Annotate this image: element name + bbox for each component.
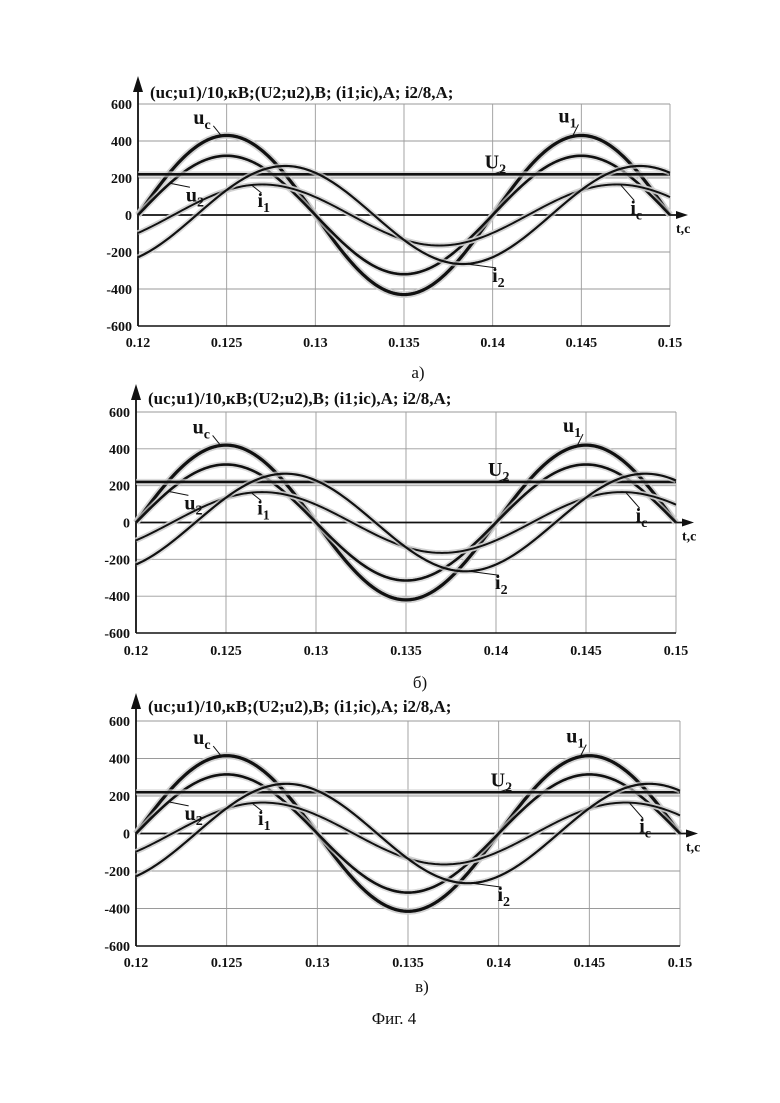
x-axis-label: t,c (682, 530, 696, 545)
series-label-u1: u1 (558, 105, 576, 131)
x-tick-label: 0.13 (305, 956, 330, 971)
y-tick-label: 600 (109, 406, 130, 421)
series-label-u1: u1 (566, 726, 584, 752)
y-tick-label: 200 (109, 480, 130, 495)
chart-header: (uc;u1)/10,кВ;(U2;u2),В; (i1;ic),А; i2/8… (150, 83, 453, 102)
y-tick-label: 0 (123, 828, 130, 843)
y-tick-label: -600 (106, 320, 132, 335)
x-tick-label: 0.135 (392, 956, 424, 971)
figure-caption: Фиг. 4 (372, 1009, 417, 1028)
x-tick-label: 0.13 (303, 336, 328, 351)
x-tick-label: 0.12 (124, 644, 149, 659)
panel-label: б) (413, 673, 427, 692)
y-tick-label: 0 (123, 517, 130, 532)
x-axis-label: t,c (686, 841, 700, 856)
series-label-ic: ic (639, 816, 651, 842)
zero-axis-arrow (686, 830, 698, 838)
y-tick-label: 600 (111, 98, 132, 113)
x-axis-label: t,c (676, 222, 690, 237)
x-tick-label: 0.14 (484, 644, 509, 659)
chart-panel-3: 0.12 0.125 0.13 0.135 0.14 0.145 0.15 600 400 200… (104, 693, 700, 996)
y-tick-label: 0 (125, 209, 132, 224)
y-tick-label: -200 (106, 246, 132, 261)
x-tick-label: 0.13 (304, 644, 329, 659)
zero-axis-arrow (676, 211, 688, 219)
y-tick-label: 400 (109, 753, 130, 768)
y-tick-label: -400 (104, 590, 130, 605)
x-tick-label: 0.15 (668, 956, 693, 971)
zero-axis-arrow (682, 519, 694, 527)
y-tick-label: 400 (111, 135, 132, 150)
series-label-i2: i2 (492, 265, 505, 291)
chart-panel-1: 0.12 0.125 0.13 0.135 0.14 0.145 0.15 600 400 200… (106, 76, 690, 382)
x-tick-label: 0.145 (566, 336, 598, 351)
y-tick-label: 400 (109, 443, 130, 458)
panel-label: в) (415, 977, 429, 996)
chart-header: (uc;u1)/10,кВ;(U2;u2),В; (i1;ic),А; i2/8… (148, 697, 451, 716)
series-label-i2: i2 (497, 884, 510, 910)
y-tick-label: -600 (104, 940, 130, 955)
panel-label: а) (411, 363, 424, 382)
y-axis-arrow (131, 384, 141, 400)
y-tick-label: -400 (106, 283, 132, 298)
x-tick-label: 0.12 (126, 336, 151, 351)
series-label-uc: uc (193, 107, 210, 133)
x-tick-label: 0.145 (574, 956, 606, 971)
series-label-i1: i1 (257, 190, 270, 216)
x-tick-label: 0.135 (388, 336, 420, 351)
series-label-i1: i1 (257, 498, 270, 524)
y-axis-arrow (131, 693, 141, 709)
y-tick-label: 200 (109, 790, 130, 805)
y-tick-label: -600 (104, 627, 130, 642)
x-tick-label: 0.145 (570, 644, 602, 659)
x-tick-label: 0.125 (211, 336, 243, 351)
y-tick-label: -200 (104, 865, 130, 880)
series-label-i2: i2 (495, 572, 508, 598)
x-tick-label: 0.14 (486, 956, 511, 971)
chart-panel-2: 0.12 0.125 0.13 0.135 0.14 0.145 0.15 600 400 200… (104, 384, 696, 692)
y-tick-label: 600 (109, 715, 130, 730)
x-tick-label: 0.125 (210, 644, 242, 659)
x-tick-label: 0.15 (658, 336, 683, 351)
series-label-u1: u1 (563, 415, 581, 441)
y-tick-label: -200 (104, 553, 130, 568)
y-tick-label: 200 (111, 172, 132, 187)
y-tick-label: -400 (104, 903, 130, 918)
y-axis-arrow (133, 76, 143, 92)
series-label-i1: i1 (258, 808, 271, 834)
series-label-uc: uc (193, 416, 210, 442)
x-tick-label: 0.15 (664, 644, 689, 659)
x-tick-label: 0.14 (480, 336, 505, 351)
series-label-uc: uc (193, 727, 210, 753)
x-tick-label: 0.135 (390, 644, 422, 659)
series-label-ic: ic (636, 505, 648, 531)
series-label-ic: ic (630, 198, 642, 224)
x-tick-label: 0.12 (124, 956, 149, 971)
chart-header: (uc;u1)/10,кВ;(U2;u2),В; (i1;ic),А; i2/8… (148, 389, 451, 408)
x-tick-label: 0.125 (211, 956, 243, 971)
